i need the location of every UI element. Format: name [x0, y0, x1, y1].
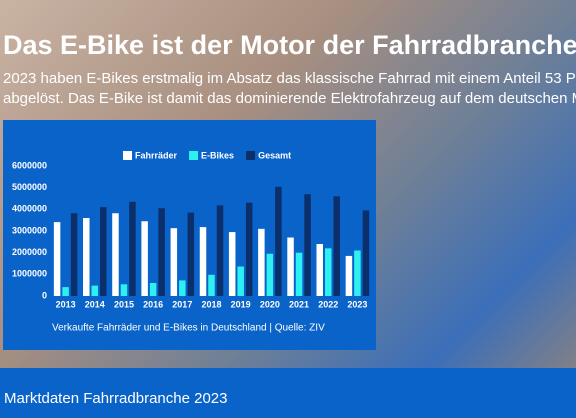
y-tick-label: 1000000 [12, 269, 47, 279]
y-tick-label: 0 [42, 290, 47, 300]
x-tick-label: 2013 [56, 299, 76, 309]
legend-label: Fahrräder [135, 150, 178, 160]
bar [70, 213, 78, 296]
bar [258, 228, 265, 296]
bar [53, 222, 61, 296]
x-tick-label: 2021 [289, 299, 309, 309]
footer-text: Marktdaten Fahrradbranche 2023 [4, 390, 228, 407]
legend-swatch [123, 151, 132, 160]
bar [179, 280, 186, 296]
bar [216, 205, 224, 296]
x-tick-label: 2017 [172, 299, 192, 309]
x-tick-label: 2020 [260, 299, 280, 309]
bar [287, 237, 294, 296]
title: Das E-Bike ist der Motor der Fahrradbran… [3, 30, 576, 60]
bar [333, 196, 340, 296]
x-tick-label: 2019 [231, 299, 251, 309]
bar [187, 212, 195, 296]
bar [208, 274, 215, 296]
bar [120, 284, 128, 296]
x-tick-label: 2015 [114, 299, 134, 309]
bar [149, 283, 157, 296]
bar [112, 213, 119, 296]
caption: Verkaufte Fahrräder und E-Bikes in Deuts… [52, 323, 325, 334]
bar [141, 221, 148, 296]
bar [100, 207, 107, 296]
bar [199, 227, 207, 296]
bar [295, 252, 303, 296]
bar [266, 253, 274, 296]
x-tick-label: 2016 [143, 299, 163, 309]
footer: Marktdaten Fahrradbranche 2023 [0, 368, 576, 418]
subtitle: 2023 haben E-Bikes erstmalig im Absatz d… [3, 70, 576, 87]
legend-swatch [189, 151, 199, 160]
y-tick-label: 2000000 [12, 247, 47, 257]
bar [170, 228, 178, 296]
x-tick-label: 2022 [318, 299, 338, 309]
subtitle: abgelöst. Das E-Bike ist damit das domin… [3, 90, 576, 107]
bar [324, 248, 332, 296]
bar [228, 232, 236, 296]
x-tick-label: 2014 [85, 299, 105, 309]
x-tick-label: 2023 [347, 299, 367, 309]
bar [237, 266, 244, 296]
y-tick-label: 4000000 [12, 204, 47, 214]
bar [304, 194, 311, 296]
bar [158, 208, 165, 296]
y-tick-label: 6000000 [12, 160, 47, 170]
bar [62, 287, 69, 296]
legend-label: Gesamt [258, 150, 291, 160]
bar [83, 218, 90, 296]
bar [345, 255, 353, 296]
bar [316, 244, 323, 296]
bar [275, 186, 282, 296]
bar [91, 285, 99, 296]
y-tick-label: 5000000 [12, 182, 47, 192]
bar [245, 202, 253, 296]
bar [129, 201, 136, 296]
legend-label: E-Bikes [201, 150, 234, 160]
bar [362, 210, 370, 296]
legend-swatch [246, 151, 256, 160]
x-tick-label: 2018 [201, 299, 221, 309]
bar [354, 250, 361, 296]
y-tick-label: 3000000 [12, 225, 47, 235]
